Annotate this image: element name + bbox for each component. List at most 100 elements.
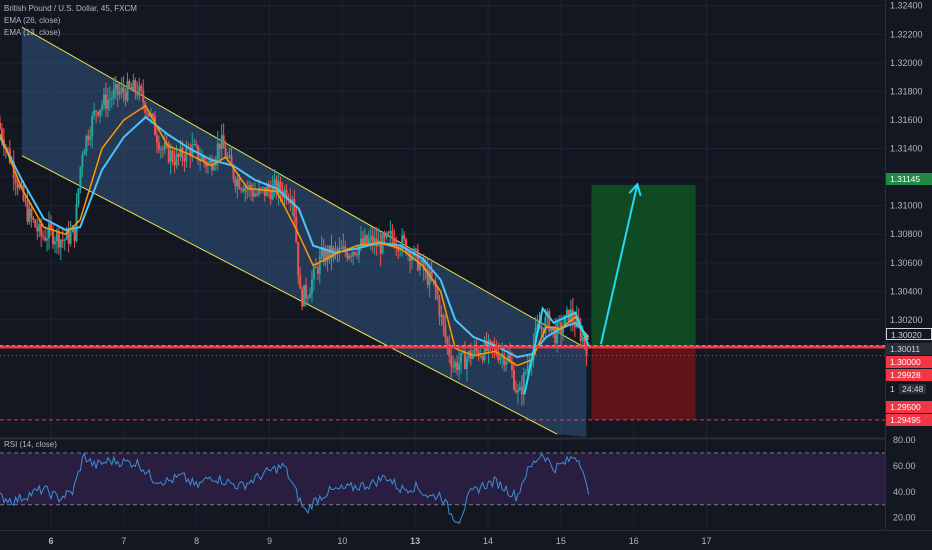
candle-body: [155, 134, 158, 143]
candle-body: [248, 184, 251, 188]
candle-body: [203, 156, 206, 162]
candle-body: [201, 156, 204, 161]
candle-body: [69, 232, 72, 244]
candle-body: [403, 235, 406, 240]
candle-body: [50, 223, 53, 229]
candle-body: [497, 354, 500, 361]
rsi-tick-label: 20.00: [893, 513, 916, 523]
candle-body: [277, 181, 280, 195]
candle-body: [356, 254, 359, 256]
candle-body: [571, 309, 574, 322]
candle-body: [503, 353, 506, 366]
candle-body: [136, 91, 139, 96]
candle-body: [122, 87, 125, 94]
candle-body: [220, 135, 223, 150]
rsi-legend[interactable]: RSI (14, close): [4, 440, 57, 449]
candle-body: [224, 148, 227, 159]
countdown-timer: 24:48: [899, 384, 927, 394]
symbol-title[interactable]: British Pound / U.S. Dollar, 45, FXCM: [4, 4, 137, 13]
candle-body: [460, 352, 463, 364]
projection-arrow-line: [599, 184, 639, 345]
candle-body: [101, 105, 104, 110]
candle-body: [169, 150, 172, 163]
candle-body: [387, 232, 390, 234]
candle-body: [108, 98, 111, 100]
candle-body: [489, 340, 492, 342]
candle-body: [305, 284, 308, 299]
candle-body: [564, 315, 567, 328]
countdown-prefix: 1: [890, 384, 895, 394]
rsi-tick-label: 80.00: [893, 435, 916, 445]
candle-body: [407, 250, 410, 254]
time-axis[interactable]: 6 7 8 9 10 13 14 15 16 17: [0, 530, 932, 550]
ema26-legend[interactable]: EMA (26, close): [4, 16, 61, 25]
price-tick-label: 1.31800: [890, 86, 923, 96]
candle-body: [310, 279, 313, 294]
candle-body: [579, 325, 582, 342]
candle-body: [175, 154, 178, 166]
candle-body: [18, 184, 21, 189]
candle-body: [512, 370, 515, 390]
candle-body: [48, 223, 51, 239]
candle-body: [53, 241, 56, 245]
candle-body: [520, 386, 523, 395]
candle-body: [38, 223, 41, 232]
candle-body: [448, 344, 451, 357]
candle-body: [173, 161, 176, 166]
candle-body: [171, 150, 174, 162]
candle-body: [410, 256, 413, 261]
candle-body: [526, 365, 529, 373]
candle-body: [238, 178, 241, 189]
candle-body: [477, 350, 480, 357]
time-tick-label: 13: [410, 536, 420, 546]
low-price-badge: 1.29495: [886, 414, 932, 426]
candle-body: [552, 326, 555, 328]
price-axis-bg: [885, 0, 932, 550]
candle-body: [106, 99, 109, 109]
ema13-legend[interactable]: EMA (13, close): [4, 28, 61, 37]
candle-body: [271, 185, 274, 200]
candle-body: [287, 200, 290, 202]
candle-body: [265, 186, 268, 196]
candle-body: [95, 110, 98, 113]
candle-body: [83, 151, 86, 156]
candle-body: [118, 91, 121, 95]
candle-body: [340, 247, 343, 249]
price-axis[interactable]: 1.32400 1.32200 1.32000 1.31800 1.31600 1.314…: [885, 0, 932, 550]
time-tick-label: 8: [194, 536, 199, 546]
candle-body: [365, 235, 368, 243]
regression-channel[interactable]: [21, 26, 587, 438]
candle-body: [416, 249, 419, 271]
candle-body: [148, 113, 151, 117]
time-tick-label: 14: [483, 536, 493, 546]
candle-body: [414, 248, 417, 250]
candle-body: [401, 235, 404, 250]
candle-body: [0, 122, 1, 129]
candle-body: [328, 245, 331, 260]
price-levels[interactable]: [0, 345, 885, 421]
candle-body: [581, 336, 584, 342]
candle-body: [440, 314, 443, 317]
candle-body: [140, 85, 143, 91]
price-tick-label: 1.32400: [890, 1, 923, 11]
candle-body: [14, 178, 17, 184]
candle-body: [250, 184, 253, 191]
candle-body: [405, 239, 408, 254]
candle-body: [55, 231, 58, 242]
ema-lines: [0, 104, 590, 367]
candle-body: [138, 85, 141, 96]
candle-body: [0, 128, 3, 140]
candle-body: [397, 247, 400, 252]
drawings[interactable]: [523, 182, 642, 395]
candle-body: [26, 201, 29, 222]
candle-body: [244, 187, 247, 192]
candle-body: [87, 135, 90, 141]
candle-body: [312, 266, 315, 280]
price-tick-label: 1.32000: [890, 58, 923, 68]
time-tick-label: 7: [121, 536, 126, 546]
candle-body: [352, 252, 355, 257]
candle-body: [550, 326, 553, 332]
candle-body: [236, 178, 239, 187]
candle-body: [358, 245, 361, 256]
